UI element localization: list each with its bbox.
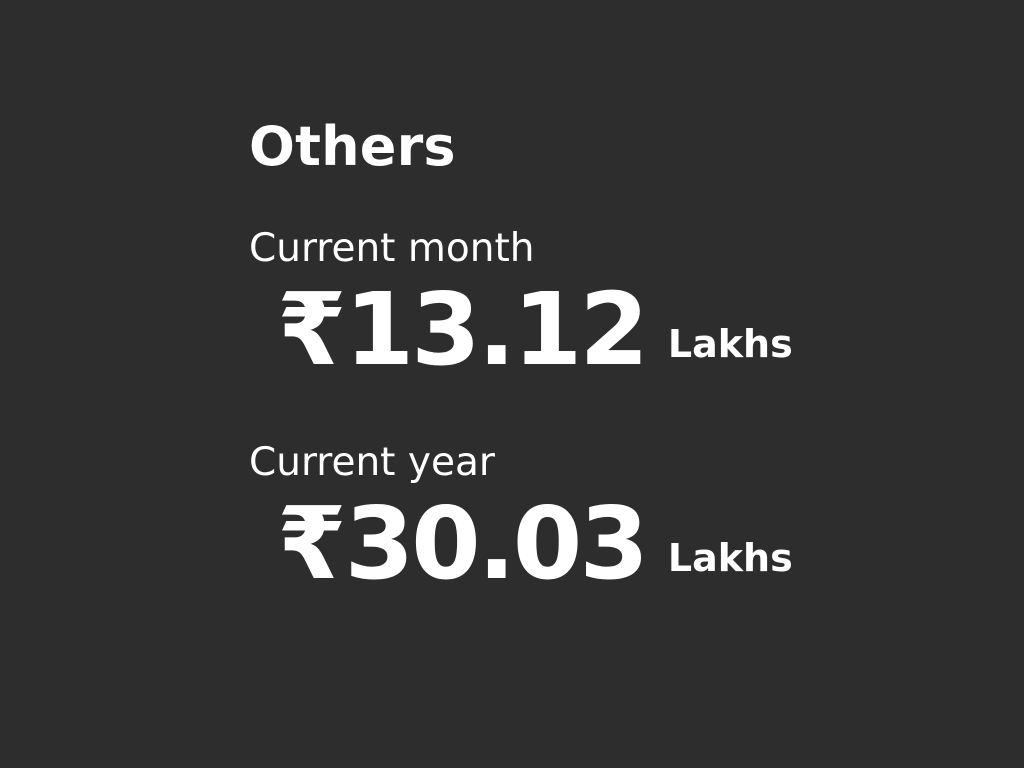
current-month-amount: 13.12 xyxy=(344,271,649,388)
current-year-value: ₹ 30.03 Lakhs xyxy=(277,494,793,604)
current-year-unit: Lakhs xyxy=(667,536,793,580)
current-month-unit: Lakhs xyxy=(667,322,793,366)
others-summary-panel: Others Current month ₹ 13.12 Lakhs Curre… xyxy=(249,0,1009,768)
current-month-value: ₹ 13.12 Lakhs xyxy=(277,280,793,390)
current-month-label: Current month xyxy=(249,226,535,271)
section-title: Others xyxy=(249,115,456,178)
rupee-currency-symbol: ₹ xyxy=(277,271,347,388)
current-year-amount: 30.03 xyxy=(344,485,649,602)
rupee-currency-symbol: ₹ xyxy=(277,485,347,602)
current-year-label: Current year xyxy=(249,440,495,485)
